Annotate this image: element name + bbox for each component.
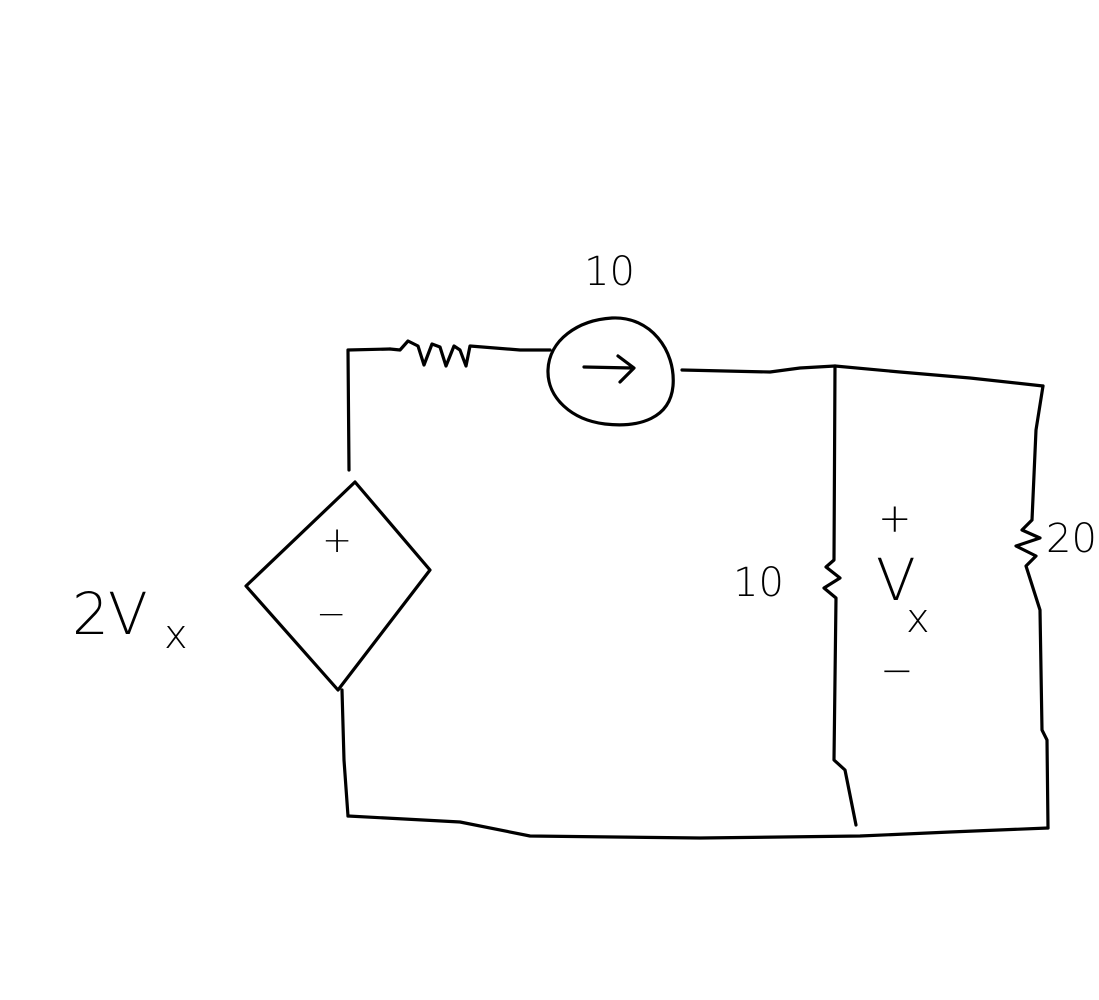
wire-left-upper: [346, 347, 392, 472]
resistor-top: [388, 339, 552, 368]
source-minus-sign: −: [316, 594, 346, 635]
resistor-right: [1014, 384, 1050, 830]
source-plus-sign: +: [322, 520, 352, 561]
resistor-right-value: 20: [1046, 516, 1097, 562]
current-arrow-icon: [582, 354, 636, 384]
current-source: [546, 316, 675, 427]
dependent-voltage-source: [244, 480, 432, 692]
source-label-var: V: [108, 580, 148, 648]
vx-plus-sign: +: [878, 496, 912, 542]
vx-label-sub: x: [906, 596, 930, 642]
current-source-value: 10: [584, 249, 635, 295]
source-label-coeff: 2: [72, 580, 109, 648]
wire-top-right: [680, 364, 1045, 388]
wire-left-lower: [340, 688, 350, 818]
resistor-middle-value: 10: [733, 560, 784, 606]
source-label-sub: x: [164, 612, 188, 658]
wire-bottom: [346, 814, 1050, 840]
resistor-middle: [822, 364, 858, 827]
vx-minus-sign: −: [880, 648, 914, 694]
vx-label-var: V: [876, 546, 916, 614]
